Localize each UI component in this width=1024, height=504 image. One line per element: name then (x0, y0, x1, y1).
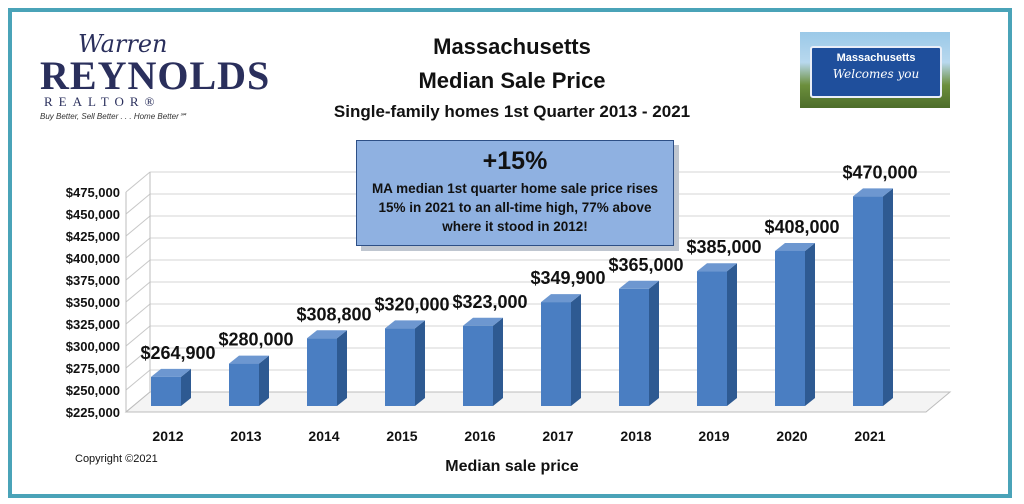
y-tick-label-0: $225,000 (66, 405, 120, 420)
x-tick-label-2018: 2018 (620, 428, 651, 444)
gridline-wall-6 (125, 259, 151, 281)
bar-side-2018 (649, 280, 659, 406)
bar-top-2020 (775, 242, 815, 251)
data-label-2019: $385,000 (686, 237, 761, 257)
data-label-2016: $323,000 (452, 292, 527, 312)
bar-side-2020 (805, 242, 815, 406)
logo-tagline: Buy Better, Sell Better . . . Home Bette… (40, 112, 187, 121)
bar-2014 (307, 338, 337, 406)
gridline-wall-9 (125, 193, 151, 215)
bar-side-2012 (181, 368, 191, 406)
bar-2021 (853, 196, 883, 406)
y-tick-label-10: $475,000 (66, 185, 120, 200)
x-tick-label-2013: 2013 (230, 428, 261, 444)
bar-2012 (151, 376, 181, 406)
logo-name-text: REYNOLDS (40, 53, 271, 98)
y-tick-label-7: $400,000 (66, 251, 120, 266)
bar-2019 (697, 271, 727, 406)
data-label-2018: $365,000 (608, 255, 683, 275)
y-tick-label-4: $325,000 (66, 317, 120, 332)
gridline-wall-7 (125, 237, 151, 259)
bar-2013 (229, 363, 259, 406)
copyright-text: Copyright ©2021 (75, 453, 158, 465)
realtor-logo: Warren REYNOLDS REALTOR® Buy Better, Sel… (40, 30, 269, 121)
callout-message: MA median 1st quarter home sale price ri… (371, 181, 659, 234)
bar-top-2021 (853, 188, 893, 197)
sign-line1: Massachusetts (836, 52, 916, 64)
data-label-2017: $349,900 (530, 268, 605, 288)
bar-2018 (619, 288, 649, 406)
bar-top-2016 (463, 317, 503, 326)
x-tick-label-2017: 2017 (542, 428, 573, 444)
bar-2015 (385, 328, 415, 406)
bar-2016 (463, 325, 493, 406)
bar-top-2019 (697, 263, 737, 272)
x-tick-label-2021: 2021 (854, 428, 885, 444)
gridline-wall-10 (125, 171, 151, 193)
bar-top-2013 (229, 355, 269, 364)
massachusetts-welcome-sign-image: Massachusetts Welcomes you (800, 32, 950, 108)
sign-line2: Welcomes you (832, 67, 920, 81)
x-tick-label-2020: 2020 (776, 428, 807, 444)
bar-side-2015 (415, 320, 425, 406)
bar-2020 (775, 250, 805, 406)
x-tick-label-2019: 2019 (698, 428, 729, 444)
chart-subtitle-line2: Median Sale Price (418, 68, 606, 93)
logo-sub-text: REALTOR® (44, 94, 161, 109)
gridline-wall-8 (125, 215, 151, 237)
bar-top-2012 (151, 368, 191, 377)
bar-side-2013 (259, 355, 269, 406)
y-tick-label-6: $375,000 (66, 273, 120, 288)
data-label-2020: $408,000 (764, 217, 839, 237)
logo-script-text: Warren (78, 30, 168, 58)
x-tick-label-2016: 2016 (464, 428, 495, 444)
data-label-2012: $264,900 (140, 343, 215, 363)
bar-side-2021 (883, 188, 893, 406)
bar-side-2017 (571, 294, 581, 406)
gridline-wall-4 (125, 303, 151, 325)
bar-2017 (541, 302, 571, 406)
y-tick-label-2: $275,000 (66, 361, 120, 376)
gridline-wall-3 (125, 325, 151, 347)
bar-side-2014 (337, 330, 347, 406)
gridline-wall-2 (125, 347, 151, 369)
x-tick-label-2012: 2012 (152, 428, 183, 444)
data-label-2013: $280,000 (218, 330, 293, 350)
callout-percent: +15% (482, 147, 548, 175)
callout-box: +15% MA median 1st quarter home sale pri… (356, 140, 674, 246)
data-label-2014: $308,800 (296, 304, 371, 324)
bar-top-2014 (307, 330, 347, 339)
bar-side-2019 (727, 263, 737, 406)
gridline-wall-1 (125, 369, 151, 391)
data-label-2021: $470,000 (842, 162, 917, 182)
y-tick-label-3: $300,000 (66, 339, 120, 354)
x-tick-label-2015: 2015 (386, 428, 417, 444)
y-tick-label-8: $425,000 (66, 229, 120, 244)
sign-board: Massachusetts Welcomes you (810, 46, 942, 98)
bar-top-2017 (541, 294, 581, 303)
x-tick-label-2014: 2014 (308, 428, 339, 444)
data-label-2015: $320,000 (374, 294, 449, 314)
x-axis-label: Median sale price (445, 458, 579, 475)
chart-title: Massachusetts (433, 34, 591, 59)
chart-subtitle: Single-family homes 1st Quarter 2013 - 2… (333, 102, 691, 121)
y-tick-label-9: $450,000 (66, 207, 120, 222)
bar-top-2015 (385, 320, 425, 329)
gridline-wall-5 (125, 281, 151, 303)
y-tick-label-5: $350,000 (66, 295, 120, 310)
y-tick-label-1: $250,000 (66, 383, 120, 398)
bar-top-2018 (619, 280, 659, 289)
bar-side-2016 (493, 317, 503, 406)
